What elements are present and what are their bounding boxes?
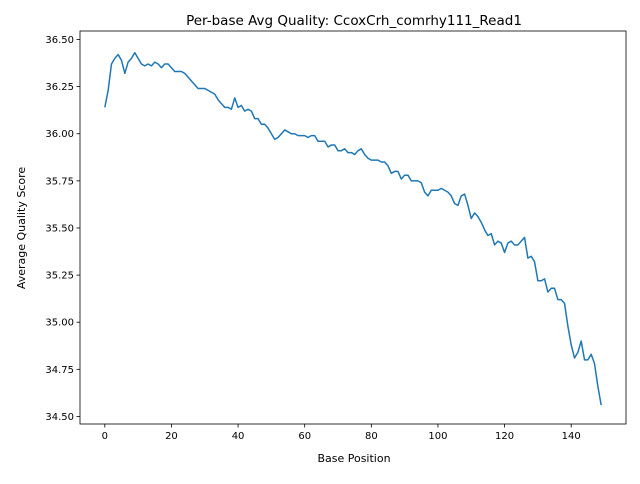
- plot-frame: [80, 31, 626, 424]
- x-tick-label: 60: [298, 431, 311, 442]
- x-axis-label: Base Position: [317, 452, 390, 465]
- x-tick-label: 80: [365, 431, 378, 442]
- y-tick-label: 34.50: [45, 412, 74, 423]
- x-tick-label: 40: [232, 431, 245, 442]
- x-tick-label: 120: [495, 431, 514, 442]
- y-tick-label: 35.00: [45, 318, 74, 329]
- series-line-0: [105, 53, 601, 405]
- y-tick-label: 36.00: [45, 129, 74, 140]
- y-axis: 34.50 34.75 35.00 35.25 35.50 35.75 36.00 36.25…: [45, 35, 80, 423]
- y-axis-label: Average Quality Score: [15, 167, 28, 290]
- y-tick-label: 35.75: [45, 176, 74, 187]
- y-tick-label: 36.25: [45, 82, 74, 93]
- x-tick-label: 0: [102, 431, 108, 442]
- x-tick-label: 100: [428, 431, 447, 442]
- y-tick-label: 35.50: [45, 223, 74, 234]
- plot-area: [80, 31, 626, 424]
- y-tick-label: 35.25: [45, 271, 74, 282]
- x-axis: 0 20 40 60 80 100 120 140: [102, 424, 581, 442]
- y-tick-label: 36.50: [45, 35, 74, 46]
- y-tick-label: 34.75: [45, 365, 74, 376]
- x-tick-label: 140: [562, 431, 581, 442]
- x-tick-label: 20: [165, 431, 178, 442]
- chart-title: Per-base Avg Quality: CcoxCrh_comrhy111_…: [186, 13, 522, 29]
